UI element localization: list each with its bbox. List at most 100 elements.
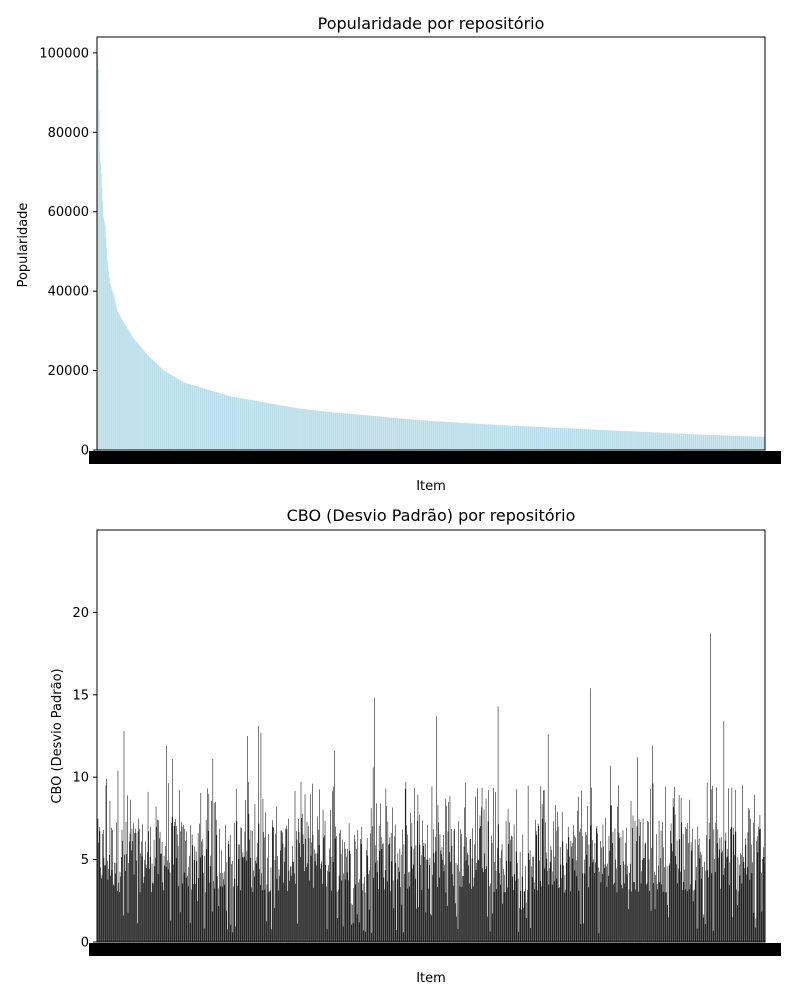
- bar: [519, 426, 520, 450]
- bar: [207, 788, 208, 942]
- bar: [101, 875, 103, 942]
- bar: [721, 435, 723, 450]
- bar: [131, 335, 133, 450]
- bar: [123, 915, 124, 942]
- bar: [403, 844, 405, 942]
- bar: [672, 433, 673, 450]
- bar: [593, 429, 594, 450]
- bar: [557, 811, 558, 942]
- bar: [223, 871, 225, 942]
- bar: [367, 415, 369, 450]
- bar: [276, 806, 277, 942]
- bar: [414, 419, 416, 450]
- bar: [346, 872, 348, 942]
- bar: [637, 757, 638, 942]
- bar: [656, 834, 657, 942]
- bar: [700, 878, 702, 942]
- bar: [708, 434, 710, 450]
- bar: [107, 265, 109, 450]
- bar: [328, 411, 329, 450]
- bar: [723, 435, 725, 450]
- bar: [435, 851, 437, 942]
- bar: [333, 412, 335, 450]
- bar: [148, 831, 149, 942]
- bar: [237, 397, 238, 450]
- bar: [577, 428, 579, 450]
- bar: [754, 927, 756, 942]
- bar: [690, 842, 692, 942]
- bar: [382, 416, 383, 450]
- bar: [493, 424, 494, 450]
- bar: [546, 858, 548, 942]
- bar: [101, 187, 103, 450]
- bar: [115, 873, 116, 942]
- bar: [245, 399, 247, 450]
- bar: [687, 434, 689, 450]
- bar: [596, 828, 597, 942]
- bar: [730, 827, 732, 942]
- bar: [310, 794, 311, 942]
- bar: [445, 799, 446, 942]
- bar: [554, 856, 556, 942]
- bar: [352, 414, 353, 450]
- bar: [495, 792, 496, 942]
- bar: [243, 856, 245, 942]
- bar: [679, 839, 681, 942]
- bar: [453, 422, 454, 450]
- bar: [132, 336, 133, 450]
- bar: [449, 422, 451, 450]
- bar: [320, 411, 322, 450]
- bar: [680, 797, 682, 942]
- bar: [459, 886, 461, 942]
- bar: [280, 850, 281, 942]
- bar: [150, 357, 151, 450]
- bar: [678, 795, 680, 942]
- bar: [573, 825, 574, 942]
- bar: [670, 823, 672, 942]
- bar: [545, 427, 547, 450]
- bar: [589, 866, 590, 942]
- bar: [380, 803, 381, 942]
- bar: [373, 877, 375, 942]
- bar: [672, 433, 674, 450]
- bar: [154, 866, 155, 942]
- bar: [241, 398, 242, 450]
- bar: [611, 430, 612, 450]
- bar: [492, 913, 493, 942]
- bar: [317, 410, 318, 450]
- bar: [340, 829, 341, 942]
- bar: [380, 837, 382, 942]
- bar: [530, 927, 532, 942]
- bar: [498, 824, 500, 942]
- bar: [163, 890, 164, 942]
- bar: [467, 423, 469, 450]
- bar: [165, 846, 166, 942]
- bar: [123, 321, 124, 450]
- bar: [348, 413, 349, 450]
- bar: [604, 868, 605, 942]
- bar: [241, 828, 242, 942]
- bar: [129, 331, 130, 450]
- bar: [535, 426, 536, 450]
- bar: [217, 392, 219, 450]
- bar: [321, 861, 322, 942]
- bar: [218, 392, 220, 450]
- bar: [525, 902, 527, 942]
- bar: [677, 883, 679, 942]
- bar: [411, 419, 413, 450]
- bar: [742, 785, 743, 942]
- bar: [224, 884, 226, 942]
- bar: [199, 387, 200, 450]
- bar: [565, 428, 566, 450]
- bar: [105, 236, 107, 450]
- bar: [642, 431, 644, 450]
- bar: [284, 847, 286, 942]
- bar: [159, 838, 160, 942]
- bar: [759, 814, 761, 942]
- bar: [255, 860, 256, 942]
- bar: [461, 887, 463, 942]
- bar: [141, 856, 143, 942]
- bar: [127, 912, 129, 942]
- bar: [467, 852, 468, 942]
- bar: [300, 408, 301, 450]
